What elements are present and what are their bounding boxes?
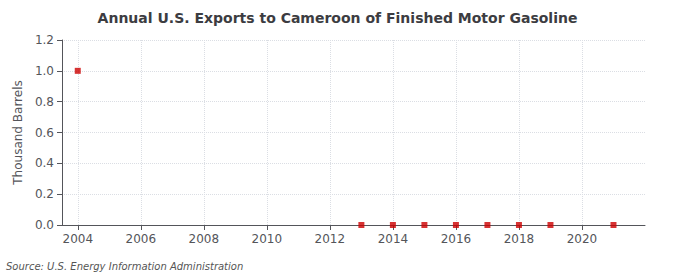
svg-text:2012: 2012	[315, 232, 346, 246]
svg-text:2008: 2008	[189, 232, 220, 246]
svg-text:2004: 2004	[62, 232, 93, 246]
svg-text:2010: 2010	[252, 232, 283, 246]
svg-text:0.6: 0.6	[35, 126, 54, 140]
svg-text:2018: 2018	[504, 232, 535, 246]
svg-text:Source: U.S. Energy Informatio: Source: U.S. Energy Information Administ…	[6, 261, 243, 272]
svg-text:2006: 2006	[126, 232, 157, 246]
svg-text:0.8: 0.8	[35, 95, 54, 109]
svg-text:1.0: 1.0	[35, 64, 54, 78]
svg-text:0.2: 0.2	[35, 187, 54, 201]
svg-text:0.4: 0.4	[35, 156, 54, 170]
svg-text:2020: 2020	[567, 232, 598, 246]
svg-text:2016: 2016	[441, 232, 472, 246]
svg-text:2014: 2014	[378, 232, 409, 246]
svg-text:Annual U.S. Exports to Cameroo: Annual U.S. Exports to Cameroon of Finis…	[98, 10, 578, 26]
svg-text:Thousand Barrels: Thousand Barrels	[11, 80, 25, 185]
svg-text:1.2: 1.2	[35, 33, 54, 47]
svg-text:0.0: 0.0	[35, 218, 54, 232]
